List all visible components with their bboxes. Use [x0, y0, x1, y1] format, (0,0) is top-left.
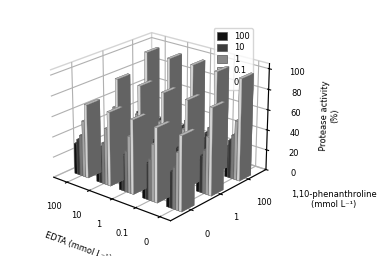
- Legend: 100, 10, 1, 0.1, 0: 100, 10, 1, 0.1, 0: [214, 28, 253, 90]
- X-axis label: EDTA (mmol L⁻¹): EDTA (mmol L⁻¹): [44, 230, 112, 256]
- Text: 1,10-phenanthroline
(mmol L⁻¹): 1,10-phenanthroline (mmol L⁻¹): [291, 190, 376, 209]
